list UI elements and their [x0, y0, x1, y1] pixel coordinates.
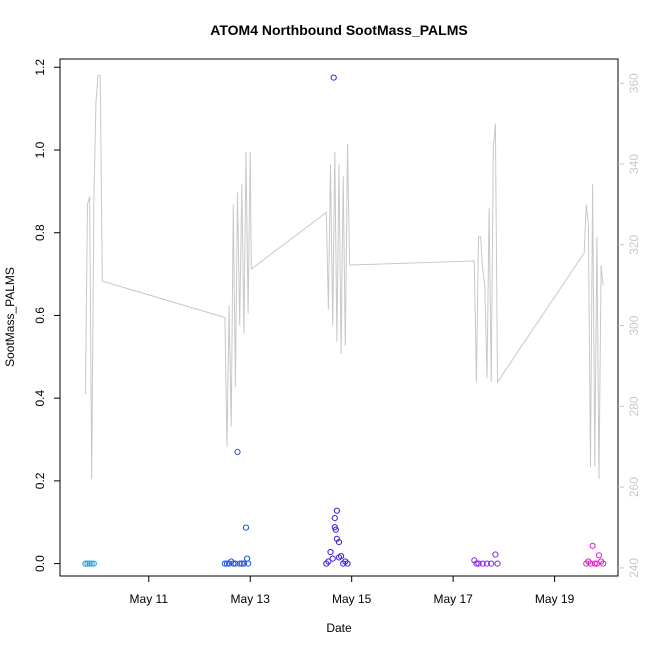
y-tick-label: 0.0 [33, 555, 47, 572]
x-tick-label: May 15 [332, 592, 372, 606]
right-y-axis: 240 260 280 300 320 340 360 [618, 73, 641, 578]
x-axis: May 11 May 13 May 15 May 17 May 19 [130, 576, 575, 606]
data-point [589, 542, 596, 549]
data-point [483, 560, 491, 567]
data-point [338, 553, 345, 560]
right-y-tick-label: 240 [627, 558, 641, 578]
right-y-tick-label: 340 [627, 154, 641, 174]
data-point [325, 558, 332, 565]
data-point [245, 560, 252, 567]
data-point [333, 507, 340, 514]
data-point [475, 560, 482, 567]
y-tick-label: 0.8 [33, 224, 47, 241]
x-tick-label: May 19 [535, 592, 575, 606]
data-point [221, 560, 228, 567]
data-point [595, 552, 603, 559]
data-point [332, 526, 339, 533]
data-point [331, 515, 338, 522]
y-tick-label: 1.2 [33, 59, 47, 76]
data-point [492, 551, 499, 558]
data-point [242, 524, 250, 531]
data-point [86, 560, 93, 567]
data-point [238, 560, 245, 567]
x-tick-label: May 17 [433, 592, 473, 606]
data-point [591, 560, 598, 567]
data-point [479, 560, 486, 567]
right-y-tick-label: 320 [627, 234, 641, 254]
data-point [82, 560, 89, 567]
points-layer [82, 74, 607, 567]
data-point [230, 560, 237, 567]
y-axis-label: SootMass_PALMS [3, 267, 17, 367]
data-point [232, 560, 239, 567]
data-point [600, 560, 607, 567]
data-point [327, 548, 334, 556]
data-point [236, 560, 243, 567]
right-y-tick-label: 300 [627, 315, 641, 335]
data-point [587, 560, 594, 567]
data-point [234, 448, 241, 455]
data-point [244, 555, 251, 562]
data-point [240, 560, 247, 567]
data-point [330, 74, 337, 81]
data-point [473, 560, 480, 567]
data-point [344, 560, 351, 567]
right-axis-series-line [84, 74, 604, 480]
right-y-tick-label: 280 [627, 396, 641, 416]
data-point [488, 560, 495, 567]
data-point [90, 560, 97, 567]
x-tick-label: May 13 [231, 592, 271, 606]
data-point [494, 560, 501, 567]
series-line [84, 74, 604, 480]
y-tick-label: 0.2 [33, 472, 47, 489]
y-axis: 0.0 0.2 0.4 0.6 0.8 1.0 1.2 [33, 59, 60, 572]
right-y-tick-label: 360 [627, 73, 641, 93]
chart-title: ATOM4 Northbound SootMass_PALMS [210, 22, 467, 38]
y-tick-label: 0.4 [33, 390, 47, 407]
data-point [329, 555, 336, 562]
data-point [88, 560, 95, 567]
right-y-tick-label: 260 [627, 477, 641, 497]
x-axis-label: Date [326, 621, 352, 635]
plot-frame [59, 58, 619, 577]
y-tick-label: 1.0 [33, 141, 47, 158]
y-tick-label: 0.6 [33, 307, 47, 324]
data-point [84, 560, 91, 567]
data-point [335, 539, 343, 546]
x-tick-label: May 11 [130, 592, 169, 606]
